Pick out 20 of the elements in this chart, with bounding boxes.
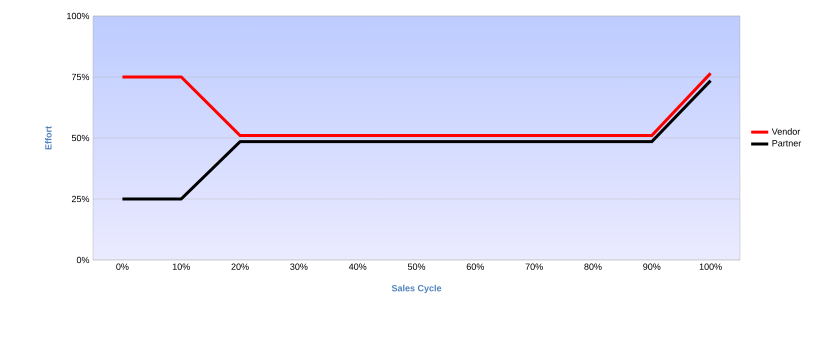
y-tick-label: 75% [72, 74, 90, 80]
x-tick-label: 0% [116, 264, 129, 270]
y-tick-label: 0% [76, 256, 90, 264]
x-tick-label: 60% [466, 264, 484, 270]
legend-label: Partner [772, 140, 802, 146]
y-tick-label: 100% [67, 12, 90, 20]
x-tick-label: 40% [348, 264, 366, 270]
x-tick-label: 100% [700, 264, 722, 270]
x-tick-label: 30% [290, 264, 308, 270]
x-tick-label: 90% [643, 264, 660, 270]
y-axis-title: Effort [44, 126, 52, 150]
y-tick-label: 25% [72, 196, 90, 202]
x-tick-label: 50% [408, 264, 426, 270]
x-tick-label: 80% [584, 264, 602, 270]
x-tick-label: 10% [172, 264, 190, 270]
legend-label: Vendor [772, 128, 800, 135]
x-tick-label: 20% [232, 264, 249, 270]
x-axis-title: Sales Cycle [392, 284, 442, 294]
x-tick-label: 70% [526, 264, 543, 270]
y-tick-label: 50% [72, 134, 90, 142]
